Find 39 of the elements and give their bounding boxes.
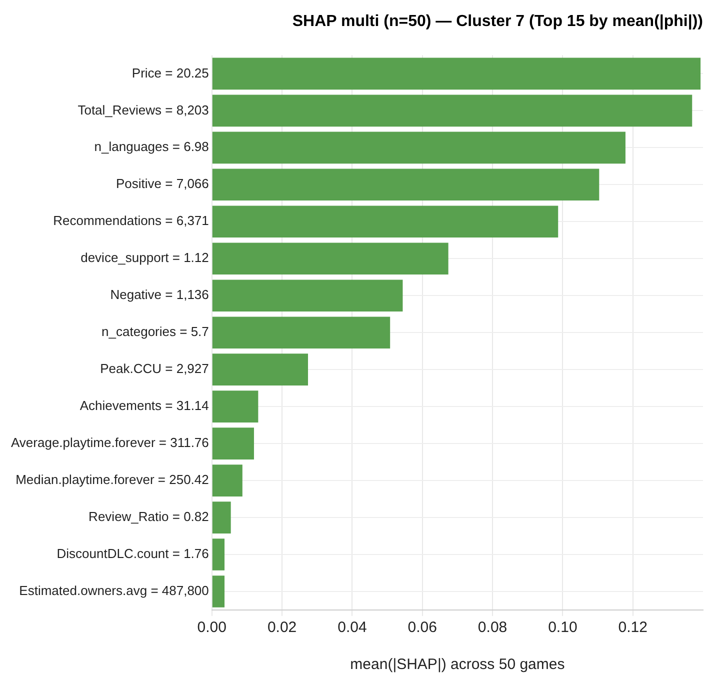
bar — [212, 390, 258, 422]
y-tick-label: Positive = 7,066 — [116, 176, 209, 192]
bar — [212, 316, 390, 349]
bar — [212, 502, 231, 534]
bar — [212, 206, 558, 238]
x-tick-label: 0.00 — [197, 619, 226, 636]
bar — [212, 354, 308, 386]
x-tick-label: 0.04 — [338, 619, 367, 636]
y-tick-label: Review_Ratio = 0.82 — [88, 509, 209, 524]
y-tick-label: n_categories = 5.7 — [102, 324, 209, 340]
bar — [212, 464, 242, 496]
x-tick-label: 0.02 — [267, 619, 297, 636]
y-tick-label: Total_Reviews = 8,203 — [78, 102, 209, 118]
bar — [212, 58, 701, 90]
y-tick-label: Median.playtime.forever = 250.42 — [16, 472, 209, 488]
bar — [212, 280, 403, 312]
y-tick-label: Price = 20.25 — [132, 65, 209, 80]
bar — [212, 168, 600, 201]
x-tick-label: 0.12 — [618, 619, 648, 636]
x-tick-label: 0.06 — [408, 619, 437, 636]
chart-title: SHAP multi (n=50) — Cluster 7 (Top 15 by mean(|phi|)) — [292, 13, 703, 30]
y-tick-label: Achievements = 31.14 — [80, 398, 209, 414]
y-tick-label: Average.playtime.forever = 311.76 — [11, 435, 209, 450]
bar — [212, 538, 225, 570]
x-tick-label: 0.10 — [548, 619, 578, 636]
x-axis-title: mean(|SHAP|) across 50 games — [350, 656, 565, 674]
bar — [212, 242, 448, 275]
bar — [212, 576, 225, 608]
y-tick-label: Negative = 1,136 — [110, 287, 209, 302]
y-tick-label: Peak.CCU = 2,927 — [100, 361, 209, 376]
y-tick-label: Estimated.owners.avg = 487,800 — [19, 583, 209, 598]
bar — [212, 132, 626, 164]
y-tick-label: Recommendations = 6,371 — [53, 213, 209, 228]
y-tick-label: n_languages = 6.98 — [94, 139, 209, 154]
y-tick-label: DiscountDLC.count = 1.76 — [56, 546, 209, 562]
y-tick-label: device_support = 1.12 — [80, 250, 209, 266]
bar — [212, 428, 254, 460]
x-tick-label: 0.08 — [478, 619, 508, 636]
bar — [212, 94, 692, 127]
